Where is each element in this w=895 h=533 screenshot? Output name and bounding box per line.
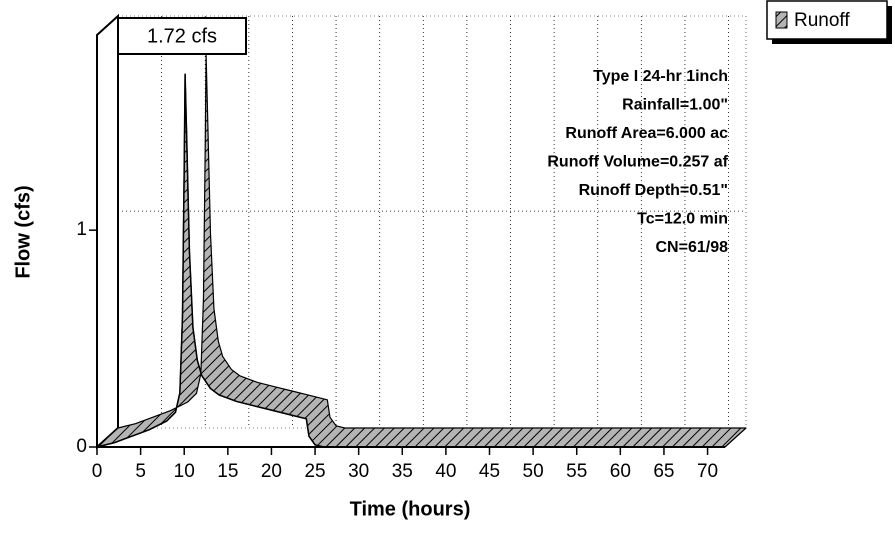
x-tick-label: 40 xyxy=(435,461,456,482)
y-tick-label: 1 xyxy=(76,219,87,240)
y-axis-label: Flow (cfs) xyxy=(12,185,34,278)
x-tick-label: 55 xyxy=(566,461,587,482)
runoff-ribbon xyxy=(96,54,747,448)
legend: Runoff xyxy=(766,0,892,44)
info-line: Rainfall=1.00" xyxy=(622,97,728,114)
info-line: CN=61/98 xyxy=(656,239,729,256)
x-tick-label: 70 xyxy=(697,461,718,482)
annotation-text: 1.72 cfs xyxy=(147,25,217,47)
x-tick-label: 45 xyxy=(479,461,500,482)
info-line: Runoff Area=6.000 ac xyxy=(565,125,728,142)
x-tick-label: 35 xyxy=(392,461,413,482)
x-tick-label: 65 xyxy=(653,461,674,482)
info-line: Runoff Volume=0.257 af xyxy=(547,154,728,171)
x-tick-label: 60 xyxy=(610,461,631,482)
x-tick-label: 50 xyxy=(523,461,544,482)
x-tick-label: 20 xyxy=(261,461,282,482)
info-line: Tc=12.0 min xyxy=(637,211,728,228)
info-line: Runoff Depth=0.51" xyxy=(579,182,728,199)
side-wall xyxy=(96,13,119,450)
x-tick-label: 25 xyxy=(304,461,325,482)
x-tick-label: 10 xyxy=(174,461,195,482)
x-axis-label: Time (hours) xyxy=(350,498,471,520)
runoff-line xyxy=(96,74,725,448)
x-tick-label: 5 xyxy=(135,461,146,482)
y-tick-label: 0 xyxy=(76,436,87,457)
x-tick-label: 30 xyxy=(348,461,369,482)
info-line: Type I 24-hr 1inch xyxy=(593,68,728,85)
legend-label: Runoff xyxy=(794,10,850,31)
peak-annotation: 1.72 cfs xyxy=(117,17,247,55)
x-tick-label: 15 xyxy=(217,461,238,482)
x-tick-label: 0 xyxy=(92,461,103,482)
annotation-box xyxy=(117,17,247,55)
legend-swatch xyxy=(775,11,788,29)
